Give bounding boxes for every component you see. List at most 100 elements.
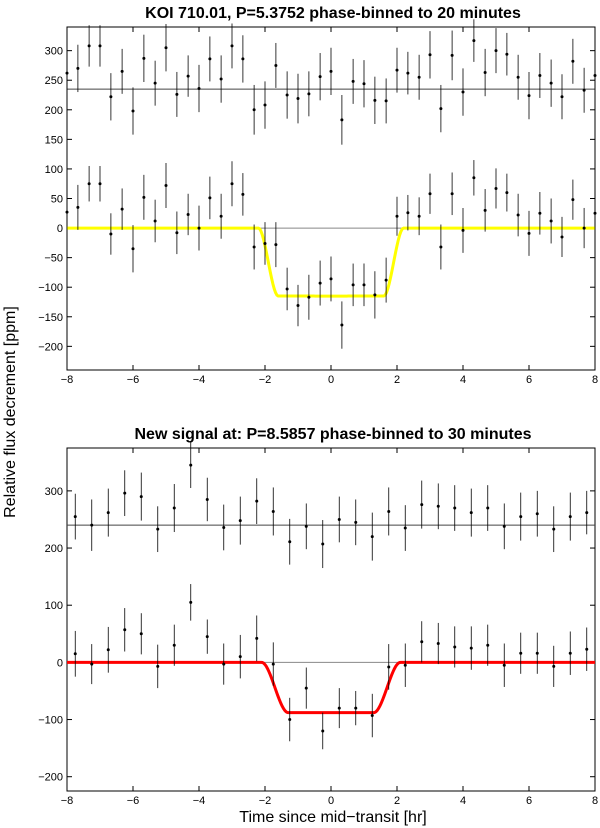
data-point — [505, 191, 509, 195]
data-point — [502, 524, 506, 528]
data-point — [230, 182, 234, 186]
data-point — [274, 63, 278, 67]
data-point — [106, 648, 110, 652]
data-point — [205, 497, 209, 501]
plot-frame — [66, 447, 596, 792]
data-point — [420, 503, 424, 507]
data-point — [189, 600, 193, 604]
data-point — [516, 75, 520, 79]
data-point — [329, 277, 333, 281]
y-tick-label: −200 — [38, 341, 63, 353]
data-point — [90, 523, 94, 527]
data-point — [219, 214, 223, 218]
data-point — [329, 69, 333, 73]
data-point — [172, 506, 176, 510]
data-point — [337, 706, 341, 710]
data-point — [175, 92, 179, 96]
data-point — [403, 663, 407, 667]
data-point — [255, 499, 259, 503]
x-tick-label: 0 — [328, 374, 334, 386]
data-point — [450, 192, 454, 196]
data-point — [142, 56, 146, 60]
data-point — [436, 504, 440, 508]
data-point — [123, 628, 127, 632]
data-point — [208, 196, 212, 200]
panel1-plot: −8 −6 −4 −2 0 2 4 6 8 −200 −150 −100 −50 0 50 100 150 200… — [38, 19, 598, 386]
data-point — [585, 647, 589, 651]
data-point — [373, 293, 377, 297]
y-tick-label: −150 — [38, 312, 63, 324]
x-tick-label: 0 — [328, 795, 334, 807]
data-point — [362, 82, 366, 86]
data-point — [73, 652, 77, 656]
data-point — [296, 97, 300, 101]
data-point — [450, 53, 454, 57]
data-point — [387, 665, 391, 669]
data-point — [120, 69, 124, 73]
data-point — [321, 729, 325, 733]
data-point — [568, 651, 572, 655]
data-point — [288, 718, 292, 722]
x-tick-label: −4 — [193, 374, 206, 386]
data-point — [189, 463, 193, 467]
data-point — [354, 706, 358, 710]
y-tick-label: −100 — [38, 282, 63, 294]
data-point — [318, 75, 322, 79]
data-point — [238, 655, 242, 659]
data-point — [362, 283, 366, 287]
data-point — [164, 183, 168, 187]
data-point — [285, 93, 289, 97]
data-point — [354, 520, 358, 524]
data-point — [395, 68, 399, 72]
data-point — [406, 211, 410, 215]
data-point — [241, 192, 245, 196]
panel1-title: KOI 710.01, P=5.3752 phase-binned to 20 … — [145, 5, 521, 22]
data-point — [538, 211, 542, 215]
data-point — [222, 662, 226, 666]
data-point — [461, 228, 465, 232]
x-tick-label: 2 — [394, 795, 400, 807]
data-point — [238, 519, 242, 523]
x-tick-label: −6 — [127, 374, 140, 386]
x-tick-label: 8 — [592, 795, 598, 807]
data-point — [285, 287, 289, 291]
data-point — [73, 515, 77, 519]
data-point — [65, 210, 69, 214]
data-point — [106, 511, 110, 515]
data-point — [502, 663, 506, 667]
data-point — [461, 90, 465, 94]
data-point — [153, 81, 157, 85]
y-tick-label: −200 — [38, 772, 63, 784]
data-point — [230, 44, 234, 48]
data-point — [439, 245, 443, 249]
data-point — [453, 506, 457, 510]
y-tick-label: 250 — [45, 75, 63, 87]
data-point — [568, 515, 572, 519]
y-tick-label: 300 — [45, 486, 63, 498]
data-point — [175, 231, 179, 235]
data-point — [370, 714, 374, 718]
data-point — [483, 208, 487, 212]
panel2-title: New signal at: P=8.5857 phase-binned to … — [134, 426, 531, 443]
data-point — [208, 57, 212, 61]
data-point — [406, 71, 410, 75]
data-point — [549, 81, 553, 85]
x-tick-label: 4 — [460, 374, 466, 386]
data-point — [340, 118, 344, 122]
data-point — [205, 635, 209, 639]
data-point — [387, 509, 391, 513]
x-axis-label: Time since mid−transit [hr] — [239, 809, 426, 826]
data-point — [403, 526, 407, 530]
data-point — [98, 44, 102, 48]
x-tick-label: 6 — [526, 795, 532, 807]
data-point — [296, 304, 300, 308]
data-point — [271, 662, 275, 666]
y-tick-label: 100 — [45, 600, 63, 612]
data-point — [252, 108, 256, 112]
data-point — [87, 182, 91, 186]
data-point — [527, 94, 531, 98]
data-point — [164, 46, 168, 50]
data-point — [76, 205, 80, 209]
data-point — [321, 542, 325, 546]
data-point — [197, 226, 201, 230]
